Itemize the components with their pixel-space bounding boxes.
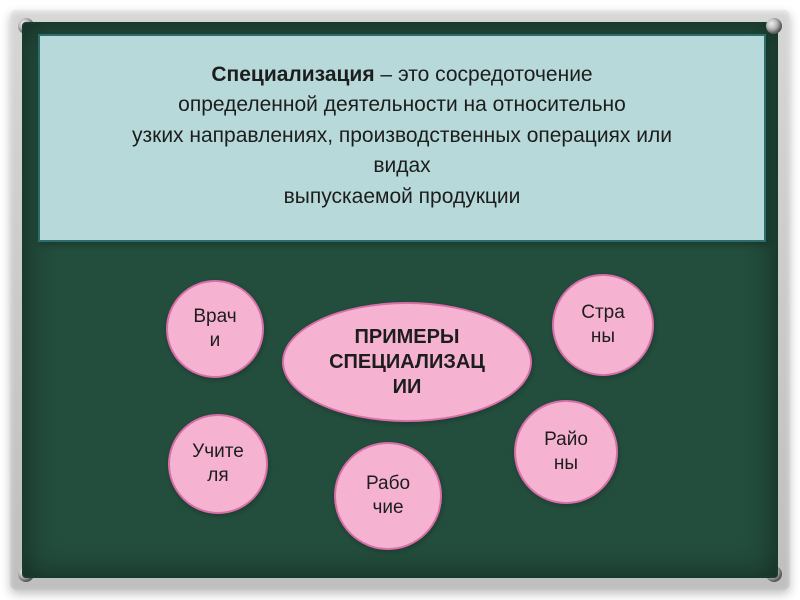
node-districts-line1: Райо — [544, 428, 588, 452]
definition-connector: – это — [375, 63, 436, 86]
definition-line-4: видах — [62, 151, 742, 181]
center-node: ПРИМЕРЫ СПЕЦИАЛИЗАЦ ИИ — [282, 302, 532, 422]
node-doctors-line2: и — [193, 329, 236, 353]
definition-line-2: определенной деятельности на относительн… — [62, 90, 742, 120]
definition-line-1: Специализация – это сосредоточение — [62, 60, 742, 90]
node-teachers-line2: ля — [192, 464, 244, 488]
definition-term: Специализация — [211, 63, 374, 86]
chalkboard: Специализация – это сосредоточение опред… — [22, 22, 778, 578]
node-districts: Районы — [514, 400, 618, 504]
node-teachers-line1: Учите — [192, 440, 244, 464]
node-countries-line1: Стра — [581, 301, 625, 325]
center-line-2: СПЕЦИАЛИЗАЦ — [329, 350, 485, 375]
definition-line-5: выпускаемой продукции — [62, 182, 742, 212]
definition-box: Специализация – это сосредоточение опред… — [38, 34, 766, 242]
node-doctors: Врачи — [166, 280, 264, 378]
diagram-area: ПРИМЕРЫ СПЕЦИАЛИЗАЦ ИИ ВрачиСтраныУчител… — [24, 274, 776, 576]
node-countries: Страны — [552, 274, 654, 376]
node-workers-line2: чие — [366, 496, 410, 520]
definition-line1-rest: сосредоточение — [435, 63, 593, 86]
node-workers: Рабочие — [334, 442, 442, 550]
node-districts-line2: ны — [544, 452, 588, 476]
node-workers-line1: Рабо — [366, 472, 410, 496]
node-countries-line2: ны — [581, 325, 625, 349]
definition-line-3: узких направлениях, производственных опе… — [62, 121, 742, 151]
board-frame: Специализация – это сосредоточение опред… — [10, 10, 790, 590]
node-doctors-line1: Врач — [193, 305, 236, 329]
node-teachers: Учителя — [168, 414, 268, 514]
center-line-1: ПРИМЕРЫ — [329, 325, 485, 350]
center-line-3: ИИ — [329, 375, 485, 400]
